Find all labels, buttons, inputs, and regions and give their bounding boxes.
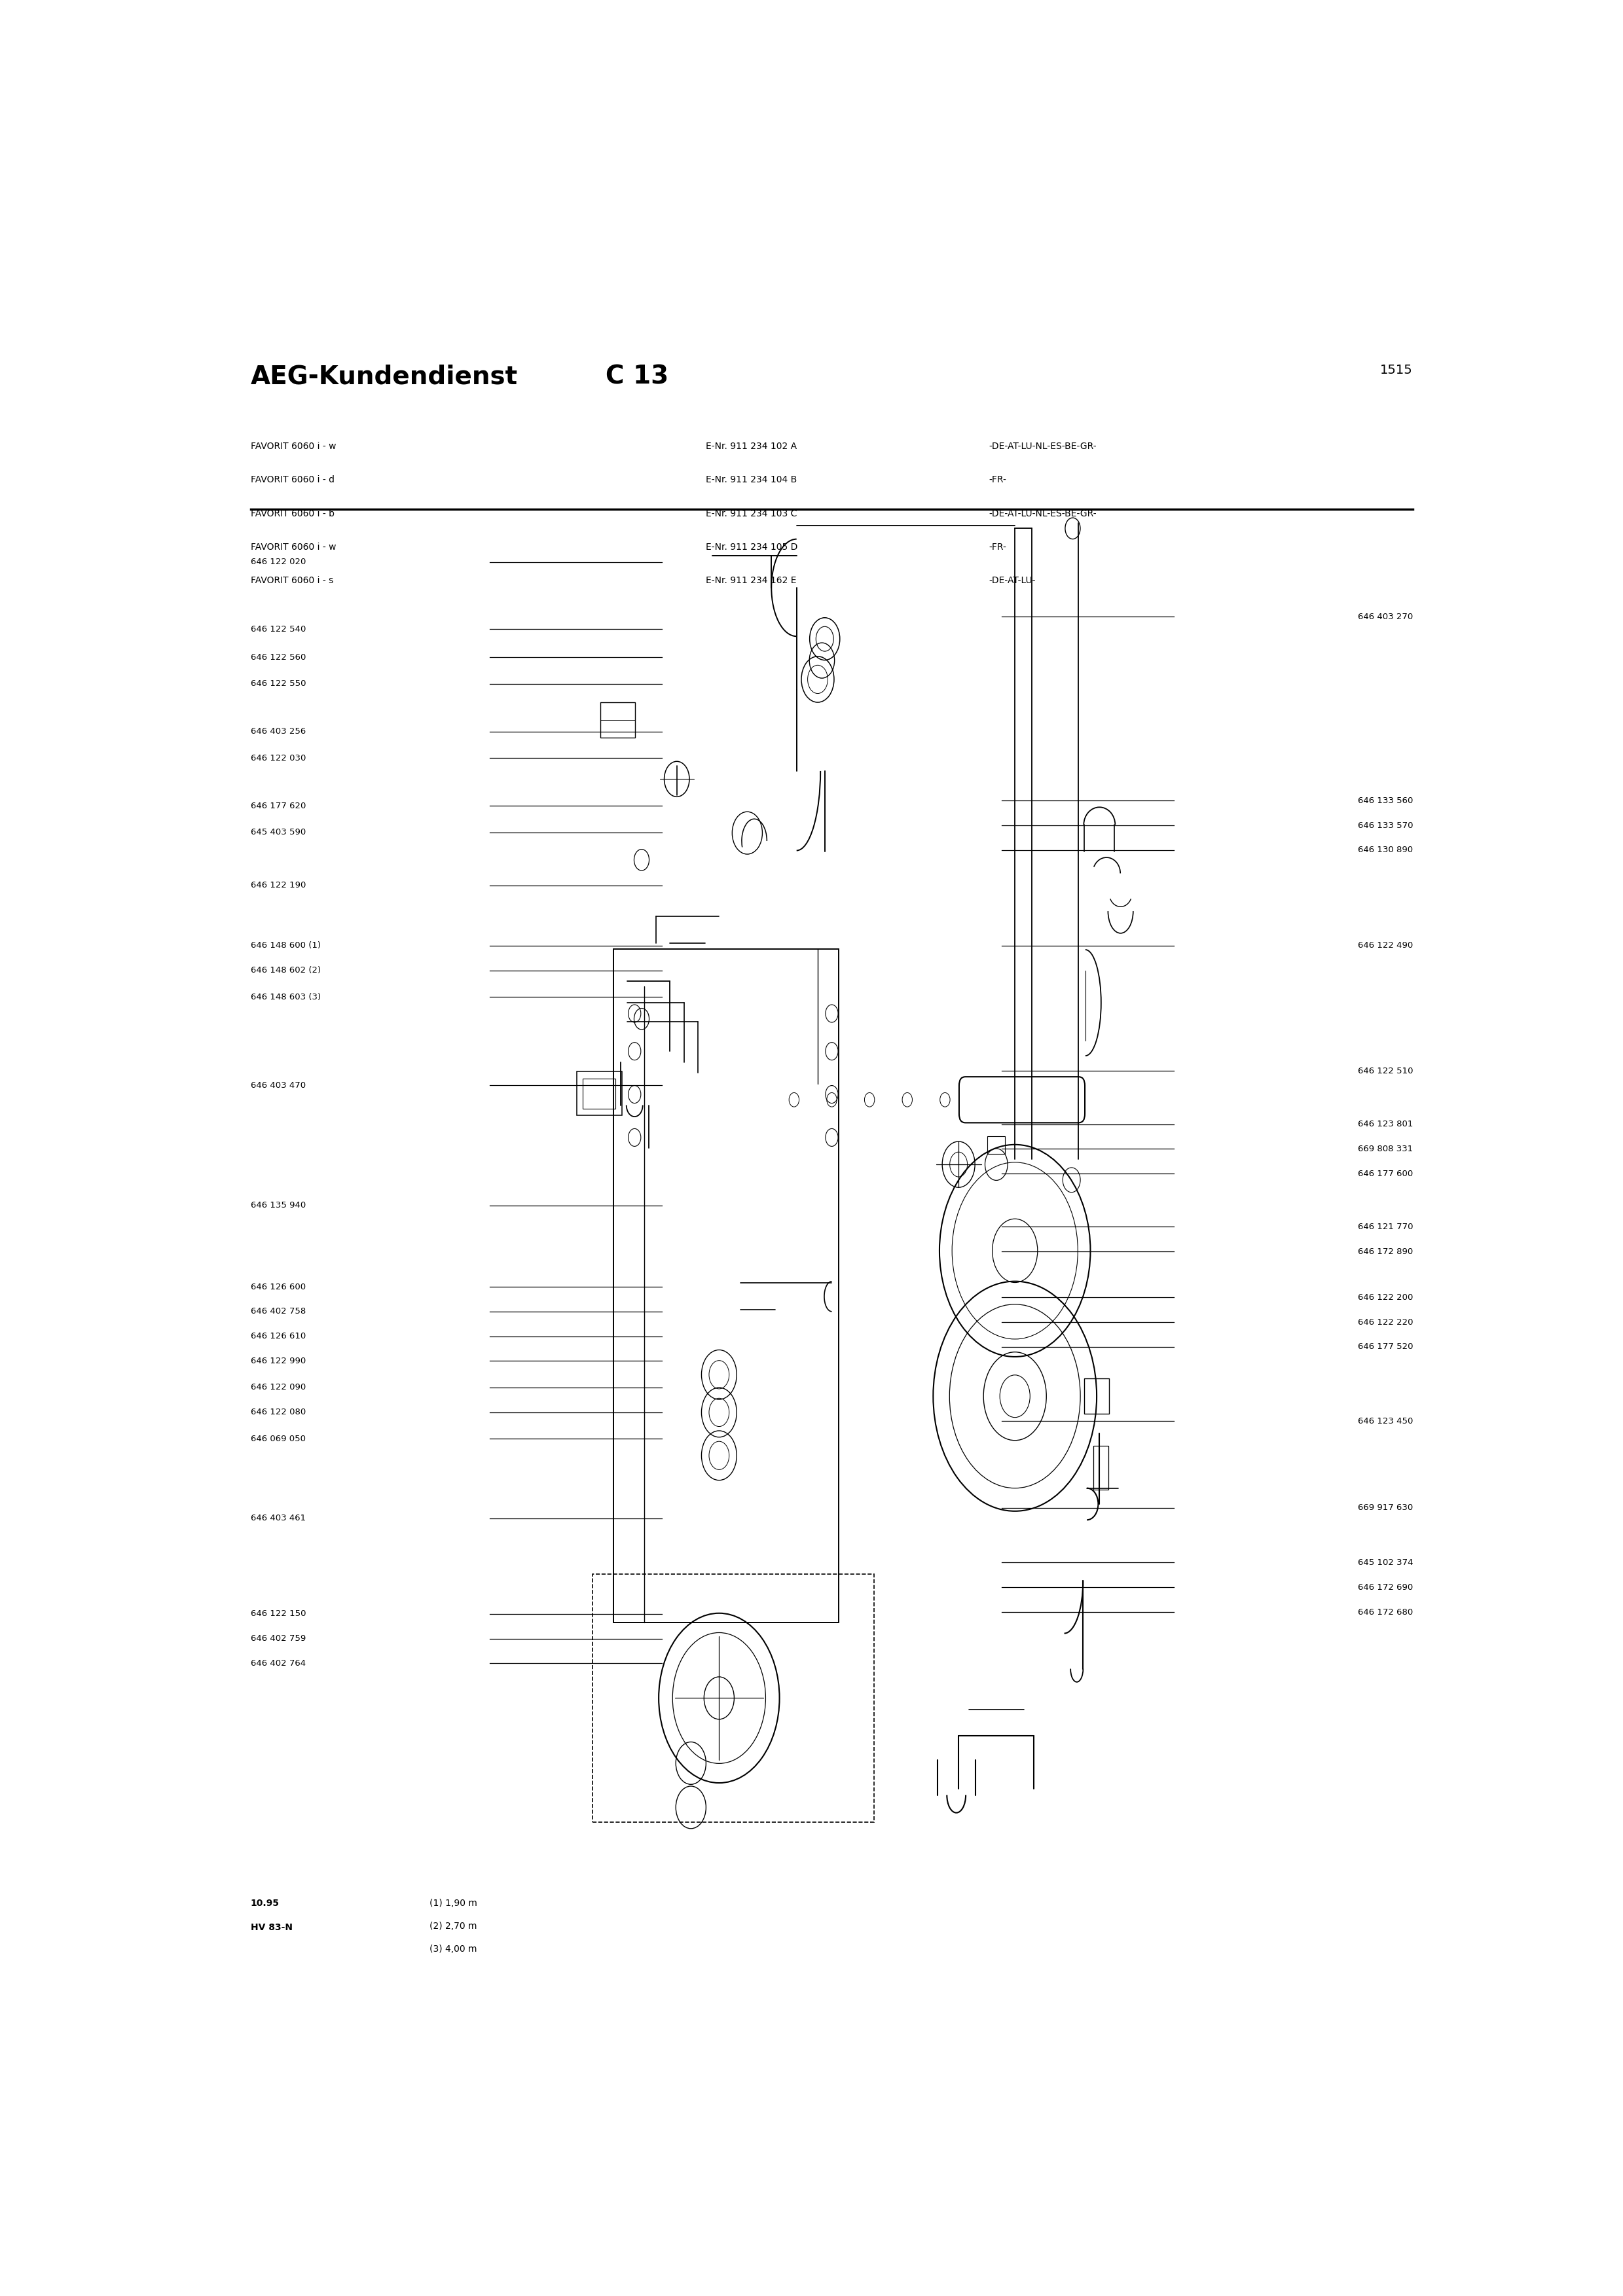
Text: 646 122 540: 646 122 540 bbox=[250, 625, 305, 634]
Text: 646 177 520: 646 177 520 bbox=[1357, 1343, 1414, 1350]
Text: E-Nr. 911 234 103 C: E-Nr. 911 234 103 C bbox=[706, 510, 797, 519]
Text: HV 83-N: HV 83-N bbox=[250, 1924, 292, 1933]
Text: 669 808 331: 669 808 331 bbox=[1358, 1146, 1414, 1153]
Text: 646 122 090: 646 122 090 bbox=[250, 1382, 305, 1391]
Text: -FR-: -FR- bbox=[988, 475, 1006, 484]
Text: 646 148 602 (2): 646 148 602 (2) bbox=[250, 967, 321, 974]
Bar bbox=[583, 1079, 615, 1109]
Text: 646 177 620: 646 177 620 bbox=[250, 801, 305, 810]
Text: 10.95: 10.95 bbox=[250, 1899, 279, 1908]
Text: FAVORIT 6060 i - s: FAVORIT 6060 i - s bbox=[250, 576, 333, 585]
Text: 646 122 150: 646 122 150 bbox=[250, 1609, 307, 1619]
Text: 646 122 190: 646 122 190 bbox=[250, 882, 305, 891]
Text: 646 403 270: 646 403 270 bbox=[1358, 613, 1414, 620]
Text: -FR-: -FR- bbox=[988, 542, 1006, 551]
Text: 646 148 600 (1): 646 148 600 (1) bbox=[250, 941, 321, 951]
Text: 646 126 600: 646 126 600 bbox=[250, 1283, 305, 1290]
Text: 646 122 020: 646 122 020 bbox=[250, 558, 305, 567]
Text: 646 130 890: 646 130 890 bbox=[1358, 845, 1414, 854]
Text: 646 122 990: 646 122 990 bbox=[250, 1357, 305, 1366]
Text: 646 403 461: 646 403 461 bbox=[250, 1513, 305, 1522]
Text: 646 402 764: 646 402 764 bbox=[250, 1660, 305, 1667]
Bar bbox=[613, 948, 839, 1623]
Bar bbox=[987, 1137, 1005, 1155]
Text: 646 133 560: 646 133 560 bbox=[1358, 797, 1414, 806]
Text: 646 123 801: 646 123 801 bbox=[1358, 1120, 1414, 1127]
Text: 646 148 603 (3): 646 148 603 (3) bbox=[250, 992, 321, 1001]
Text: (3) 4,00 m: (3) 4,00 m bbox=[428, 1945, 477, 1954]
Text: 646 122 220: 646 122 220 bbox=[1357, 1318, 1414, 1327]
Text: (2) 2,70 m: (2) 2,70 m bbox=[428, 1922, 477, 1931]
Text: E-Nr. 911 234 102 A: E-Nr. 911 234 102 A bbox=[706, 441, 797, 450]
Text: 646 122 560: 646 122 560 bbox=[250, 652, 305, 661]
Text: FAVORIT 6060 i - d: FAVORIT 6060 i - d bbox=[250, 475, 334, 484]
Text: 645 102 374: 645 102 374 bbox=[1357, 1559, 1414, 1566]
Text: 646 122 550: 646 122 550 bbox=[250, 680, 307, 689]
Bar bbox=[592, 1575, 875, 1823]
Text: FAVORIT 6060 i - b: FAVORIT 6060 i - b bbox=[250, 510, 334, 519]
Text: 646 122 030: 646 122 030 bbox=[250, 753, 305, 762]
Bar bbox=[601, 703, 635, 737]
Text: E-Nr. 911 234 104 B: E-Nr. 911 234 104 B bbox=[706, 475, 797, 484]
Text: 646 122 510: 646 122 510 bbox=[1357, 1068, 1414, 1075]
Text: 646 402 759: 646 402 759 bbox=[250, 1635, 305, 1644]
Text: 646 133 570: 646 133 570 bbox=[1357, 822, 1414, 829]
Text: 646 122 080: 646 122 080 bbox=[250, 1407, 305, 1417]
Text: 669 917 630: 669 917 630 bbox=[1358, 1504, 1414, 1513]
Text: 646 123 450: 646 123 450 bbox=[1358, 1417, 1414, 1426]
Text: 646 172 890: 646 172 890 bbox=[1358, 1247, 1414, 1256]
Text: C 13: C 13 bbox=[605, 363, 669, 388]
Text: 646 122 490: 646 122 490 bbox=[1358, 941, 1414, 951]
Text: E-Nr. 911 234 105 D: E-Nr. 911 234 105 D bbox=[706, 542, 799, 551]
Text: 646 122 200: 646 122 200 bbox=[1358, 1293, 1414, 1302]
Text: 646 121 770: 646 121 770 bbox=[1357, 1221, 1414, 1231]
Text: 646 177 600: 646 177 600 bbox=[1358, 1169, 1414, 1178]
Text: 646 402 758: 646 402 758 bbox=[250, 1306, 305, 1316]
Text: 1515: 1515 bbox=[1380, 363, 1414, 377]
Text: -DE-AT-LU-NL-ES-BE-GR-: -DE-AT-LU-NL-ES-BE-GR- bbox=[988, 441, 1097, 450]
Text: FAVORIT 6060 i - w: FAVORIT 6060 i - w bbox=[250, 542, 336, 551]
Text: E-Nr. 911 234 162 E: E-Nr. 911 234 162 E bbox=[706, 576, 797, 585]
Text: -DE-AT-LU-: -DE-AT-LU- bbox=[988, 576, 1035, 585]
Text: 646 403 256: 646 403 256 bbox=[250, 728, 305, 737]
Bar bbox=[1084, 1378, 1109, 1414]
Text: 645 403 590: 645 403 590 bbox=[250, 829, 305, 836]
Text: (1) 1,90 m: (1) 1,90 m bbox=[428, 1899, 477, 1908]
Text: -DE-AT-LU-NL-ES-BE-GR-: -DE-AT-LU-NL-ES-BE-GR- bbox=[988, 510, 1097, 519]
Text: 646 126 610: 646 126 610 bbox=[250, 1332, 305, 1341]
Text: 646 069 050: 646 069 050 bbox=[250, 1435, 305, 1444]
Text: 646 172 690: 646 172 690 bbox=[1358, 1582, 1414, 1591]
Bar bbox=[1094, 1446, 1109, 1490]
Text: 646 403 470: 646 403 470 bbox=[250, 1081, 305, 1091]
Bar bbox=[576, 1072, 622, 1116]
Text: FAVORIT 6060 i - w: FAVORIT 6060 i - w bbox=[250, 441, 336, 450]
Text: 646 172 680: 646 172 680 bbox=[1358, 1607, 1414, 1616]
Text: AEG-Kundendienst: AEG-Kundendienst bbox=[250, 363, 518, 388]
Text: 646 135 940: 646 135 940 bbox=[250, 1201, 305, 1210]
